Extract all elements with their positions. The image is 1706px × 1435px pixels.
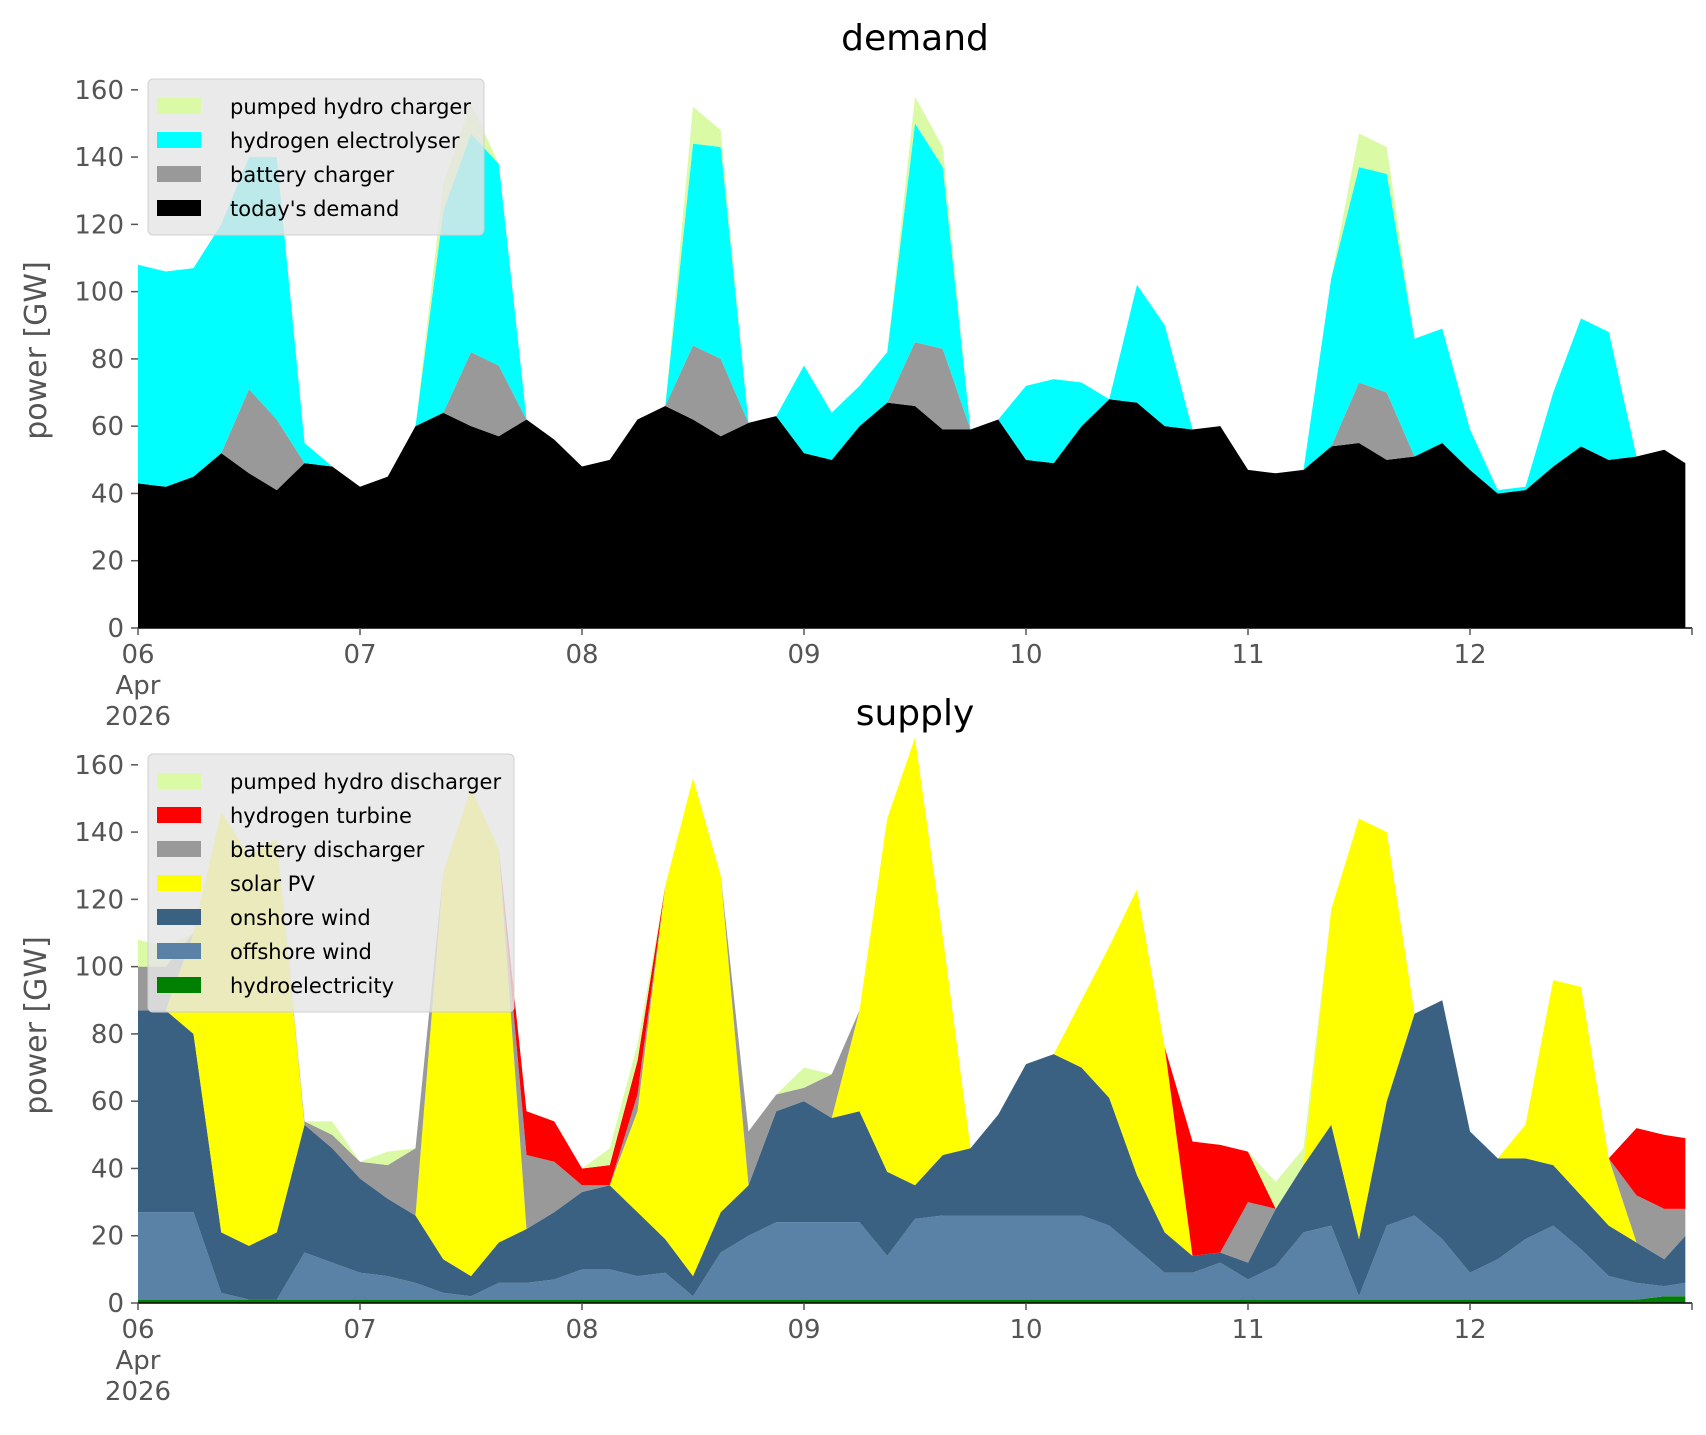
x-tick-label: 09	[787, 1315, 820, 1345]
legend-label-pumped-hydro-charger: pumped hydro charger	[230, 95, 471, 119]
x-tick-label: 09	[787, 640, 820, 670]
y-axis-label: power [GW]	[19, 936, 54, 1115]
legend-swatch-onshore-wind	[157, 909, 201, 925]
x-tick-label: 12	[1453, 1315, 1486, 1345]
area-offshore-wind	[138, 1212, 1686, 1300]
area-hydrogen-turbine	[138, 737, 1686, 1256]
x-tick-sublabel: 2026	[105, 1377, 171, 1407]
area-solar-pv	[138, 737, 1686, 1277]
y-tick-label: 120	[74, 210, 124, 240]
y-tick-label: 60	[91, 412, 124, 442]
y-tick-label: 160	[74, 751, 124, 781]
legend-label-hydroelectricity: hydroelectricity	[230, 974, 394, 998]
x-tick-label: 08	[565, 640, 598, 670]
y-tick-label: 0	[107, 1289, 124, 1319]
x-tick-label: 11	[1231, 640, 1264, 670]
y-tick-label: 80	[91, 345, 124, 375]
legend-frame	[147, 753, 515, 1013]
x-tick-sublabel: Apr	[116, 671, 161, 701]
legend-swatch-solar-pv	[157, 875, 201, 891]
area-hydrogen-electrolyser	[138, 123, 1686, 494]
legend-swatch-battery-charger	[157, 166, 201, 182]
x-tick-sublabel: 2026	[105, 702, 171, 732]
legend-label-pumped-hydro-discharger: pumped hydro discharger	[230, 770, 501, 794]
legend-label-battery-charger: battery charger	[230, 163, 395, 187]
y-tick-label: 140	[74, 143, 124, 173]
x-tick-label: 06	[121, 640, 154, 670]
legend: pumped hydro discharger hydrogen turbine b…	[147, 753, 515, 1013]
legend-swatch-pumped-hydro-discharger	[157, 773, 201, 789]
x-tick-label: 06	[121, 1315, 154, 1345]
legend-swatch-hydrogen-turbine	[157, 807, 201, 823]
supply-panel: supply power [GW] 0 20 40 60 80 100 120 140 160 0…	[19, 693, 1693, 1407]
legend-label-hydrogen-turbine: hydrogen turbine	[230, 804, 412, 828]
y-tick-label: 60	[91, 1087, 124, 1117]
y-tick-label: 100	[74, 278, 124, 308]
y-tick-label: 40	[91, 479, 124, 509]
y-tick-label: 160	[74, 76, 124, 106]
x-tick-label: 07	[343, 1315, 376, 1345]
y-tick-label: 120	[74, 885, 124, 915]
area-layers	[138, 96, 1686, 628]
legend-label-solar-pv: solar PV	[230, 872, 315, 896]
y-tick-label: 40	[91, 1154, 124, 1184]
legend-swatch-today-s-demand	[157, 200, 201, 216]
x-tick-label: 12	[1453, 640, 1486, 670]
legend-label-onshore-wind: onshore wind	[230, 906, 371, 930]
legend-frame	[147, 78, 485, 236]
y-tick-label: 80	[91, 1020, 124, 1050]
x-tick-label: 11	[1231, 1315, 1264, 1345]
legend-label-today-s-demand: today's demand	[230, 197, 399, 221]
legend: pumped hydro charger hydrogen electrolyse…	[147, 78, 485, 236]
y-tick-label: 20	[91, 547, 124, 577]
legend-swatch-hydroelectricity	[157, 977, 201, 993]
x-tick-label: 07	[343, 640, 376, 670]
x-tick-sublabel: Apr	[116, 1346, 161, 1376]
legend-swatch-hydrogen-electrolyser	[157, 132, 201, 148]
legend-label-battery-discharger: battery discharger	[230, 838, 425, 862]
x-tick-label: 10	[1009, 640, 1042, 670]
area-onshore-wind	[138, 1000, 1686, 1300]
x-tick-label: 08	[565, 1315, 598, 1345]
y-tick-label: 100	[74, 953, 124, 983]
y-tick-label: 140	[74, 818, 124, 848]
area-layers	[138, 737, 1686, 1303]
legend-label-hydrogen-electrolyser: hydrogen electrolyser	[230, 129, 460, 153]
chart-title: supply	[856, 693, 975, 734]
y-axis-label: power [GW]	[19, 261, 54, 440]
chart-title: demand	[841, 18, 989, 59]
y-tick-label: 0	[107, 614, 124, 644]
legend-label-offshore-wind: offshore wind	[230, 940, 372, 964]
legend-swatch-battery-discharger	[157, 841, 201, 857]
area-today-s-demand	[138, 399, 1686, 628]
demand-panel: demand power [GW] 0 20 40 60 80 100 120 140 160 0…	[19, 18, 1693, 732]
legend-swatch-offshore-wind	[157, 943, 201, 959]
legend-swatch-pumped-hydro-charger	[157, 98, 201, 114]
x-tick-label: 10	[1009, 1315, 1042, 1345]
y-tick-label: 20	[91, 1222, 124, 1252]
area-battery-charger	[138, 342, 1686, 494]
